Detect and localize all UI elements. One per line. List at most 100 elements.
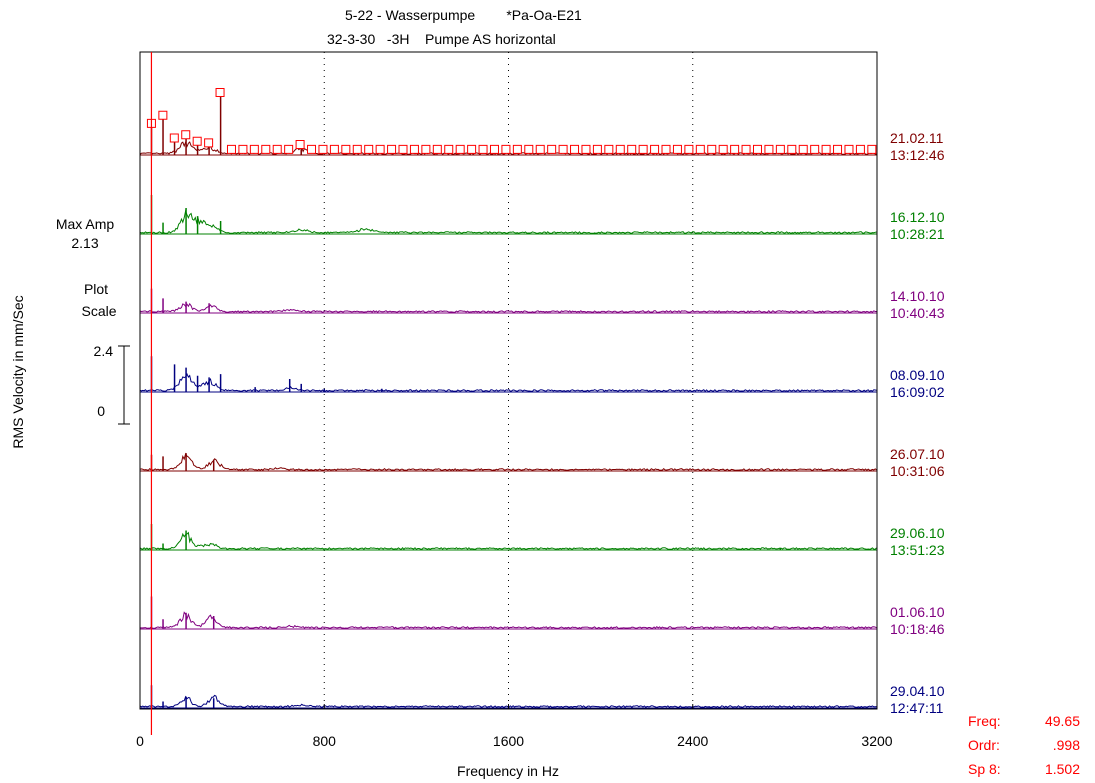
spectrum-line (139, 302, 877, 314)
harmonic-marker (775, 144, 785, 154)
trace-time: 10:18:46 (890, 621, 945, 637)
spectrum-traces (139, 88, 877, 709)
harmonic-marker (318, 144, 328, 154)
chart-title-line-1: 5-22 - Wasserpumpe *Pa-Oa-E21 (345, 7, 582, 23)
harmonic-marker (375, 144, 385, 154)
harmonic-marker (638, 144, 648, 154)
harmonic-marker (810, 144, 820, 154)
trace-time: 10:31:06 (890, 463, 945, 479)
harmonic-marker (295, 140, 305, 149)
harmonic-marker (409, 144, 419, 154)
harmonic-marker (261, 144, 271, 154)
harmonic-marker (741, 144, 751, 154)
trace-time: 12:47:11 (890, 700, 944, 716)
x-axis-label: Frequency in Hz (457, 763, 559, 779)
harmonic-marker (661, 144, 671, 154)
harmonic-marker (467, 144, 477, 154)
harmonic-marker (364, 144, 374, 154)
harmonic-marker (387, 144, 397, 154)
harmonic-marker (752, 144, 762, 154)
spectrum-line (139, 531, 877, 551)
harmonic-marker (764, 144, 774, 154)
trace-29.06.10 (139, 524, 877, 551)
x-axis-ticks: 0 800 1600 2400 3200 (136, 704, 893, 749)
spectrum-line (140, 611, 877, 630)
harmonic-marker (684, 144, 694, 154)
harmonic-marker (570, 144, 580, 154)
harmonic-marker (581, 144, 591, 154)
trace-date: 29.06.10 (890, 525, 945, 541)
harmonic-marker (535, 144, 545, 154)
harmonic-marker (226, 144, 236, 154)
harmonic-marker (329, 144, 339, 154)
harmonic-marker (398, 144, 408, 154)
harmonic-marker (444, 144, 454, 154)
harmonic-marker (695, 144, 705, 154)
trace-time: 13:12:46 (890, 147, 945, 163)
spectrum-line (139, 209, 877, 235)
scale-bottom-value: 0 (97, 403, 105, 419)
harmonic-marker (787, 144, 797, 154)
harmonic-marker (307, 144, 317, 154)
harmonic-marker (421, 144, 431, 154)
plot-scale-label-2: Scale (81, 303, 116, 319)
harmonic-marker (341, 144, 351, 154)
harmonic-marker (604, 144, 614, 154)
harmonic-marker (524, 144, 534, 154)
scale-top-value: 2.4 (94, 343, 114, 359)
harmonic-marker (821, 144, 831, 154)
harmonic-marker (501, 144, 511, 154)
harmonic-marker (592, 144, 602, 154)
harmonic-marker (432, 144, 442, 154)
spectrum-line (139, 372, 877, 393)
spectrum-line (139, 452, 877, 472)
cursor-speed-value: 1.502 (1044, 761, 1080, 777)
harmonic-marker (204, 138, 214, 148)
trace-date: 14.10.10 (890, 288, 945, 304)
trace-date: 08.09.10 (890, 367, 945, 383)
harmonic-marker (730, 144, 740, 154)
harmonic-marker (455, 144, 465, 154)
harmonic-marker (707, 144, 717, 154)
harmonic-marker (833, 144, 843, 154)
harmonic-marker (512, 144, 522, 154)
cursor-freq-value: 49.65 (1044, 713, 1080, 729)
trace-21.02.11 (139, 88, 877, 156)
harmonic-marker (249, 144, 259, 154)
harmonic-marker (718, 144, 728, 154)
max-amp-label: Max Amp (56, 216, 115, 232)
harmonic-marker (672, 144, 682, 154)
scale-bar (118, 345, 130, 425)
plot-scale-label: Plot (84, 281, 108, 297)
harmonic-marker (158, 110, 168, 120)
harmonic-marker (478, 144, 488, 154)
x-tick-label: 3200 (861, 733, 892, 749)
harmonic-marker (615, 144, 625, 154)
trace-time: 10:40:43 (890, 305, 945, 321)
harmonic-markers (146, 88, 877, 154)
harmonic-marker (272, 144, 282, 154)
trace-date: 01.06.10 (890, 604, 945, 620)
harmonic-marker (547, 144, 557, 154)
harmonic-marker (169, 133, 179, 143)
x-tick-label: 1600 (493, 733, 524, 749)
trace-01.06.10 (140, 596, 877, 630)
trace-time: 10:28:21 (890, 226, 945, 242)
harmonic-marker (215, 88, 225, 97)
chart-title-line-2: 32-3-30 -3H Pumpe AS horizontal (327, 31, 556, 47)
harmonic-marker (867, 144, 877, 154)
harmonic-marker (855, 144, 865, 154)
trace-14.10.10 (139, 288, 877, 314)
harmonic-marker (489, 144, 499, 154)
trace-08.09.10 (139, 356, 877, 393)
cursor-speed-label: Sp 8: (968, 761, 1001, 777)
harmonic-marker (238, 144, 248, 154)
x-tick-label: 800 (313, 733, 337, 749)
trace-date: 29.04.10 (890, 683, 945, 699)
cursor-freq-label: Freq: (968, 713, 1001, 729)
cursor-order-label: Ordr: (968, 737, 1000, 753)
trace-time: 13:51:23 (890, 542, 945, 558)
harmonic-marker (181, 130, 191, 140)
